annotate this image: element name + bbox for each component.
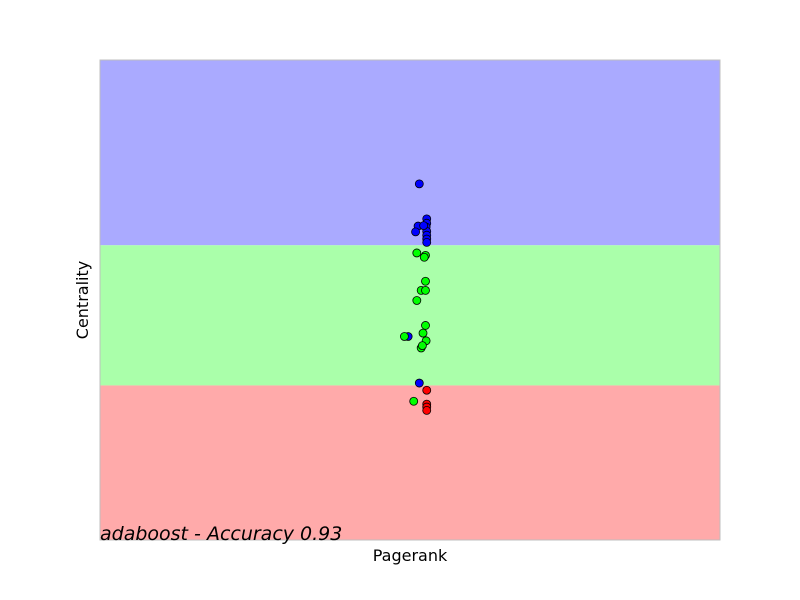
region-blue — [100, 60, 720, 246]
point-green — [421, 285, 430, 295]
point-green — [400, 332, 409, 341]
data-points — [400, 179, 432, 415]
point-green — [418, 328, 428, 338]
point-blue — [414, 378, 424, 388]
point-blue — [414, 179, 424, 189]
point-red — [422, 385, 432, 395]
point-green — [412, 296, 422, 305]
region-green — [100, 245, 720, 386]
point-green — [419, 252, 429, 262]
point-blue — [419, 221, 429, 231]
x-axis-label: Pagerank — [373, 546, 448, 565]
plot-frame — [99, 59, 721, 541]
point-green — [417, 341, 427, 351]
point-blue — [411, 227, 420, 237]
point-red — [422, 405, 432, 415]
decision-regions — [100, 60, 720, 540]
point-blue — [422, 237, 432, 247]
y-axis-label: Centrality — [73, 261, 92, 339]
accuracy-annotation: adaboost - Accuracy 0.93 — [100, 523, 342, 545]
point-green — [409, 396, 419, 406]
point-green — [412, 248, 422, 258]
region-red — [100, 385, 720, 540]
point-green — [421, 276, 430, 286]
point-green — [421, 321, 430, 330]
